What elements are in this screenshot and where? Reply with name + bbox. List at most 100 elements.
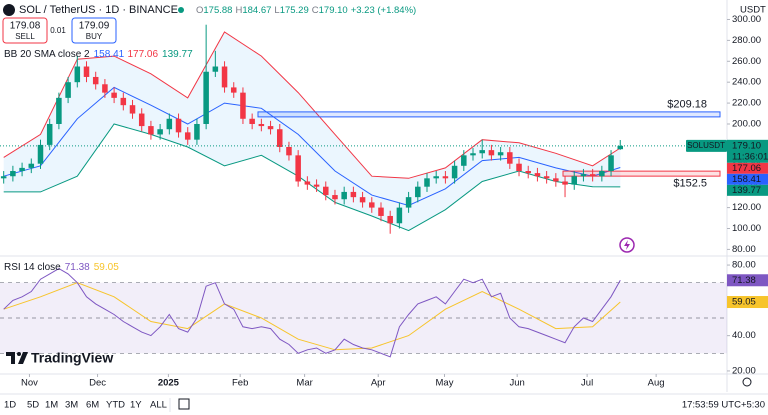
bb-badge-text: 158.41 — [732, 174, 761, 185]
x-tick-label: Jul — [581, 378, 593, 389]
candle-body — [497, 152, 504, 156]
countdown-text: 11:36:01 — [732, 151, 768, 162]
candle-body — [442, 176, 449, 179]
rsi-badge-text: 59.05 — [732, 297, 756, 308]
ohlc-key: C — [312, 5, 319, 16]
y-tick-label: 80.00 — [732, 244, 756, 255]
spread: 0.01 — [50, 26, 66, 35]
candle-body — [10, 171, 16, 177]
candle-body — [157, 129, 163, 135]
candle-body — [83, 66, 90, 77]
symbol-badge-text: SOLUSDT — [687, 141, 725, 150]
indicator-name: BB 20 SMA close 2 — [4, 49, 90, 60]
candle-body — [405, 197, 412, 208]
brand-logo — [6, 352, 28, 364]
y-tick-label: 20.00 — [732, 365, 756, 376]
calendar-icon[interactable] — [178, 398, 190, 410]
sell-label: SELL — [15, 32, 35, 41]
candle-body — [534, 173, 541, 177]
ohlc-value: 175.88 — [203, 5, 232, 16]
candle-body — [507, 152, 513, 164]
ohlc: O175.88 H184.67 L175.29 C179.10 +3.23 (+1.84… — [196, 5, 416, 16]
bb-middle — [3, 86, 621, 207]
buy-label: BUY — [86, 32, 103, 41]
price-badge-text: 179.10 — [732, 140, 761, 151]
indicator-name: RSI 14 close — [4, 262, 61, 273]
sell-price: 179.08 — [10, 21, 41, 32]
ohlc-value: 175.29 — [280, 5, 309, 16]
settings-icon — [742, 377, 752, 387]
x-tick-label: Apr — [371, 378, 386, 389]
candle-body — [286, 146, 292, 156]
y-tick-label: 100.00 — [732, 223, 761, 234]
indicator-legend: BB 20 SMA close 2 158.41 177.06 139.77 — [4, 49, 193, 60]
candle-body — [433, 176, 439, 179]
x-tick-label: Mar — [296, 378, 312, 389]
range-button[interactable]: 5D — [27, 400, 39, 411]
range-button[interactable]: 1Y — [130, 400, 142, 411]
candle-body — [249, 118, 255, 124]
sell-button[interactable] — [2, 17, 48, 44]
range-button[interactable]: ALL — [150, 400, 167, 411]
y-tick-label: 280.00 — [732, 35, 761, 46]
alert-icon — [619, 237, 635, 253]
candle-body — [461, 155, 467, 166]
candle-body — [332, 195, 338, 200]
candle-body — [359, 197, 366, 203]
market-status — [178, 7, 184, 13]
indicator-value: 177.06 — [127, 49, 158, 60]
indicator-value: 158.41 — [94, 49, 125, 60]
range-button[interactable]: YTD — [106, 400, 125, 411]
bb-badge — [727, 173, 768, 185]
bb-upper — [3, 31, 621, 179]
symbol-title: SOL / TetherUS · 1D · BINANCE — [19, 4, 178, 16]
x-tick-label: May — [436, 378, 454, 389]
ohlc-key: O — [196, 5, 203, 16]
x-tick-label: Feb — [232, 378, 248, 389]
candle-body — [378, 207, 384, 216]
range-button[interactable]: 6M — [86, 400, 99, 411]
x-tick-label: 2025 — [158, 378, 180, 389]
candle-body — [617, 145, 624, 150]
candle-body — [479, 150, 485, 154]
bb-fill — [3, 32, 621, 231]
range-button[interactable]: 1D — [4, 400, 16, 411]
level-box — [562, 170, 721, 177]
x-tick-label: Jun — [510, 378, 525, 389]
candle-body — [166, 118, 173, 130]
candle-body — [0, 176, 7, 179]
candle-body — [19, 167, 25, 172]
candle-body — [148, 126, 154, 135]
candle-body — [212, 66, 219, 72]
candle-body — [221, 66, 228, 88]
clock: 17:53:59 UTC+5:30 — [682, 400, 765, 411]
buy-price: 179.09 — [79, 21, 110, 32]
candle-body — [589, 174, 596, 177]
candle-body — [387, 215, 393, 224]
candle-body — [571, 176, 577, 185]
y-tick-label: 200.00 — [732, 119, 761, 130]
candle-body — [488, 150, 495, 156]
range-button[interactable]: 1M — [45, 400, 58, 411]
candle-body — [543, 176, 550, 179]
candle-body — [37, 144, 44, 164]
buy-button[interactable] — [71, 17, 117, 44]
candle-body — [313, 184, 320, 187]
range-button[interactable]: 3M — [65, 400, 78, 411]
candle-body — [138, 113, 145, 127]
y-tick-label: 80.00 — [732, 260, 756, 271]
candle-body — [46, 123, 53, 145]
candle-body — [240, 92, 246, 119]
ohlc-key: L — [274, 5, 279, 16]
candle-body — [258, 123, 265, 127]
candle-body — [230, 87, 237, 93]
y-tick-label: 40.00 — [732, 330, 756, 341]
candle-body — [267, 126, 274, 130]
candle-body — [396, 207, 403, 224]
rsi-badge-text: 71.38 — [732, 275, 756, 286]
candle-body — [470, 153, 476, 156]
candle-body — [175, 118, 182, 133]
candle-body — [56, 97, 62, 124]
